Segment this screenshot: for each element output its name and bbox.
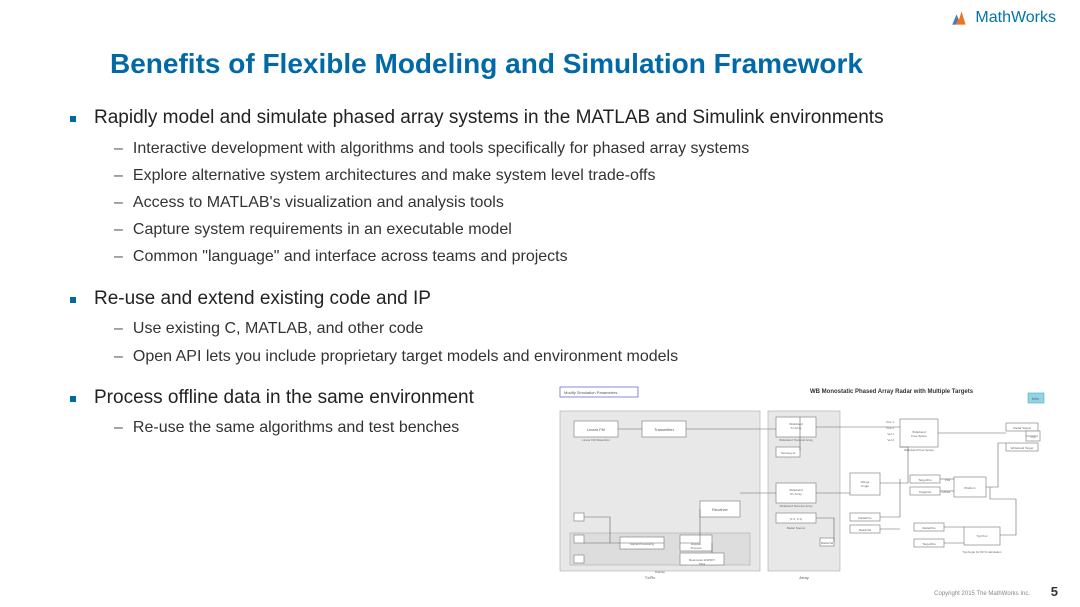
dash-icon: – bbox=[114, 317, 123, 340]
dash-icon: – bbox=[114, 245, 123, 268]
page-number: 5 bbox=[1051, 584, 1058, 599]
svg-text:RadarPos: RadarPos bbox=[858, 516, 872, 520]
mathworks-icon bbox=[949, 8, 969, 28]
svg-text:Vel 1: Vel 1 bbox=[887, 432, 894, 436]
info-label: Info bbox=[1032, 396, 1039, 401]
sub-item: –Open API lets you include proprietary t… bbox=[114, 345, 1040, 368]
bullet-item: Re-use and extend existing code and IP –… bbox=[70, 287, 1040, 368]
svg-text:Radar Signal: Radar Signal bbox=[1013, 426, 1031, 430]
svg-text:Wideband Transmit Array: Wideband Transmit Array bbox=[779, 438, 813, 442]
sub-item: –Capture system requirements in an execu… bbox=[114, 218, 1040, 241]
svg-text:WidebandRx Array: WidebandRx Array bbox=[789, 488, 803, 496]
svg-text:Wideband Free Space: Wideband Free Space bbox=[904, 448, 934, 452]
svg-text:WidebandFree Space: WidebandFree Space bbox=[911, 430, 927, 438]
svg-text:Out: Out bbox=[1031, 435, 1036, 439]
svg-text:Wideband Target: Wideband Target bbox=[1011, 446, 1034, 450]
dash-icon: – bbox=[114, 137, 123, 160]
square-bullet-icon bbox=[70, 396, 76, 402]
diagram-title: WB Monostatic Phased Array Radar with Mu… bbox=[810, 389, 974, 395]
svg-text:Receiver: Receiver bbox=[712, 507, 728, 512]
svg-text:Linear FM Waveform: Linear FM Waveform bbox=[582, 438, 610, 442]
bullet-text: Process offline data in the same environ… bbox=[94, 386, 474, 411]
copyright: Copyright 2015 The MathWorks Inc. bbox=[934, 591, 1030, 597]
simulink-diagram: WB Monostatic Phased Array Radar with Mu… bbox=[550, 383, 1050, 583]
sink-block bbox=[574, 513, 584, 521]
sink-block bbox=[574, 555, 584, 563]
svg-text:[1 0; 0 1]: [1 0; 0 1] bbox=[790, 517, 802, 521]
svg-text:TargetVel: TargetVel bbox=[919, 490, 932, 494]
svg-text:TargetPos: TargetPos bbox=[922, 542, 936, 546]
svg-text:Vel 2: Vel 2 bbox=[887, 438, 894, 442]
svg-text:LAxes: LAxes bbox=[942, 490, 951, 494]
svg-text:Sensing Id: Sensing Id bbox=[781, 451, 796, 455]
slide-title: Benefits of Flexible Modeling and Simula… bbox=[110, 48, 863, 80]
dash-icon: – bbox=[114, 345, 123, 368]
display-label: Display bbox=[655, 570, 665, 574]
txrx-label: Tx/Rx bbox=[645, 575, 655, 580]
sink-block bbox=[574, 535, 584, 543]
sub-item: –Use existing C, MATLAB, and other code bbox=[114, 317, 1040, 340]
svg-text:Signal Processing: Signal Processing bbox=[630, 542, 654, 546]
brand-name: MathWorks bbox=[975, 9, 1056, 27]
svg-text:Radar Source: Radar Source bbox=[787, 526, 806, 530]
square-bullet-icon bbox=[70, 297, 76, 303]
sub-item: –Interactive development with algorithms… bbox=[114, 137, 1040, 160]
dash-icon: – bbox=[114, 191, 123, 214]
svg-text:Pos 2: Pos 2 bbox=[886, 426, 894, 430]
svg-text:RadarVel: RadarVel bbox=[859, 528, 872, 532]
dash-icon: – bbox=[114, 416, 123, 439]
sub-item: –Explore alternative system architecture… bbox=[114, 164, 1040, 187]
sub-item: –Common "language" and interface across … bbox=[114, 245, 1040, 268]
svg-text:Pos 1: Pos 1 bbox=[886, 420, 894, 424]
svg-text:Transmitter: Transmitter bbox=[654, 427, 675, 432]
array-label: Array bbox=[799, 575, 809, 580]
bullet-text: Rapidly model and simulate phased array … bbox=[94, 106, 884, 131]
sub-item: –Access to MATLAB's visualization and an… bbox=[114, 191, 1040, 214]
bullet-item: Rapidly model and simulate phased array … bbox=[70, 106, 1040, 269]
svg-text:Tgt Angle for RCS calculation: Tgt Angle for RCS calculation bbox=[962, 550, 1002, 554]
dash-icon: – bbox=[114, 164, 123, 187]
bullet-text: Re-use and extend existing code and IP bbox=[94, 287, 431, 312]
brand-logo: MathWorks bbox=[949, 8, 1056, 28]
svg-text:RadarPos: RadarPos bbox=[922, 526, 936, 530]
svg-text:RangeAngle: RangeAngle bbox=[861, 480, 870, 488]
svg-text:Linear FM: Linear FM bbox=[587, 427, 605, 432]
slide: MathWorks Benefits of Flexible Modeling … bbox=[0, 0, 1080, 607]
svg-text:Wideband Receive Array: Wideband Receive Array bbox=[779, 504, 813, 508]
sub-bullet-list: –Use existing C, MATLAB, and other code … bbox=[114, 317, 1040, 367]
svg-text:Tgt Proc: Tgt Proc bbox=[976, 534, 988, 538]
svg-text:TargetPos: TargetPos bbox=[918, 478, 932, 482]
svg-text:WidebandTx Array: WidebandTx Array bbox=[789, 422, 803, 430]
sub-bullet-list: –Interactive development with algorithms… bbox=[114, 137, 1040, 269]
svg-text:RadarVel: RadarVel bbox=[821, 541, 834, 545]
square-bullet-icon bbox=[70, 116, 76, 122]
svg-text:Platform: Platform bbox=[964, 486, 976, 490]
modify-params-label: Modify Simulation Parameters bbox=[564, 390, 617, 395]
svg-text:Pos: Pos bbox=[945, 478, 951, 482]
dash-icon: – bbox=[114, 218, 123, 241]
